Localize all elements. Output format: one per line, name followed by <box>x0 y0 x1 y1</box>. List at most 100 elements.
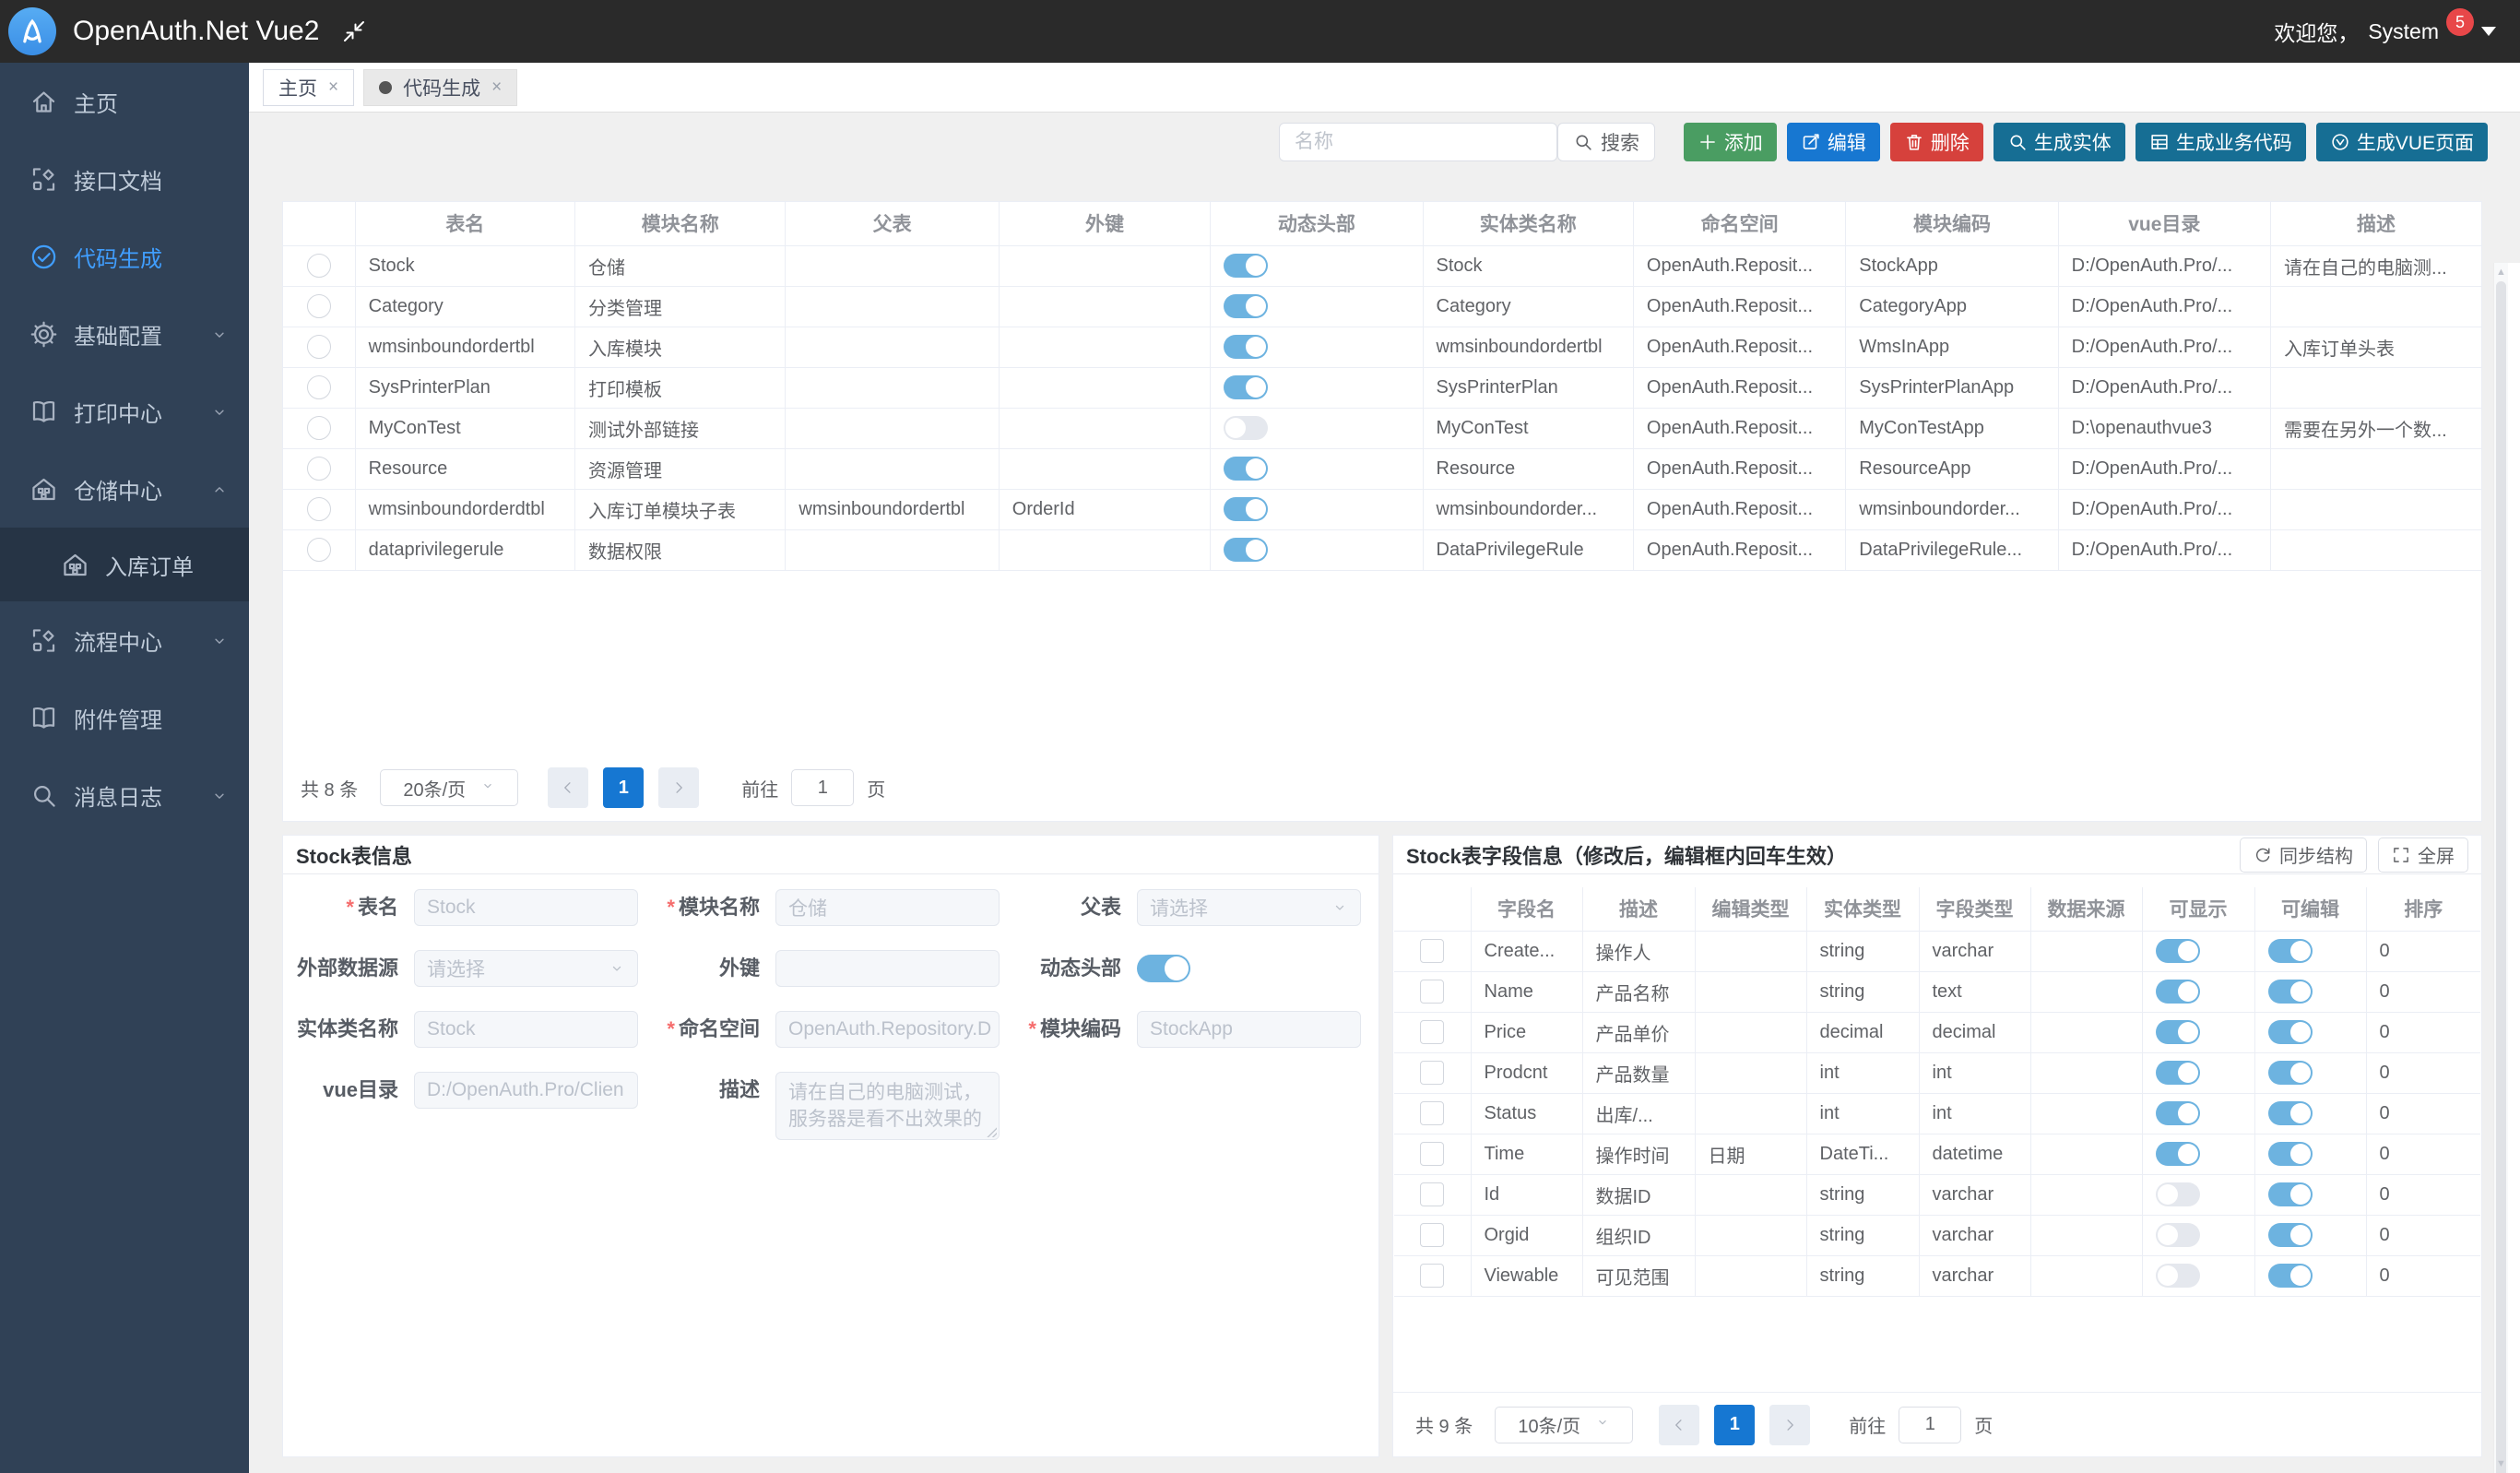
fields-current-page[interactable]: 1 <box>1714 1404 1756 1445</box>
sidebar-item-code-gen[interactable]: 代码生成 <box>0 218 249 295</box>
editable-toggle[interactable] <box>2267 980 2313 1004</box>
tab-home[interactable]: 主页 × <box>263 68 355 106</box>
editable-toggle[interactable] <box>2267 1142 2313 1166</box>
visible-toggle[interactable] <box>2155 1264 2200 1288</box>
page-scrollbar[interactable]: ▲ ▼ <box>2493 263 2508 1473</box>
dynamic_header-toggle[interactable] <box>1224 375 1269 399</box>
visible-toggle[interactable] <box>2155 1061 2200 1085</box>
table-row[interactable]: wmsinboundordertbl 入库模块 wmsinboundordertbl… <box>283 327 2481 368</box>
sidebar-item-api-docs[interactable]: 接口文档 <box>0 140 249 218</box>
table-row[interactable]: wmsinboundorderdtbl 入库订单模块子表 wmsinboundord… <box>283 489 2481 530</box>
dynamic_header-toggle[interactable] <box>1224 416 1269 440</box>
caret-down-icon[interactable] <box>2481 27 2496 43</box>
editable-toggle[interactable] <box>2267 1020 2313 1044</box>
row-radio[interactable] <box>306 254 331 278</box>
form-input[interactable]: Stock <box>414 1011 638 1048</box>
row-radio[interactable] <box>306 538 331 562</box>
notification-badge[interactable]: 5 <box>2446 8 2474 36</box>
scrollbar-thumb[interactable] <box>2496 281 2506 1473</box>
add-button[interactable]: 添加 <box>1683 123 1777 161</box>
dynamic_header-toggle[interactable] <box>1224 335 1269 359</box>
form-input[interactable]: 仓储 <box>775 889 1000 926</box>
row-checkbox[interactable] <box>1420 939 1445 963</box>
row-checkbox[interactable] <box>1420 1061 1445 1085</box>
delete-button[interactable]: 删除 <box>1889 123 1983 161</box>
field-row[interactable]: Id 数据ID string varchar 0 <box>1394 1174 2480 1216</box>
close-icon[interactable]: × <box>491 77 503 97</box>
table-row[interactable]: MyConTest 测试外部链接 MyConTest OpenAuth.Reposit… <box>283 408 2481 449</box>
dynamic_header-toggle[interactable] <box>1224 538 1269 562</box>
dynamic_header-toggle[interactable] <box>1224 457 1269 481</box>
visible-toggle[interactable] <box>2155 1142 2200 1166</box>
fields-next-page-button[interactable] <box>1769 1404 1811 1445</box>
fields-prev-page-button[interactable] <box>1659 1404 1700 1445</box>
form-input[interactable]: D:/OpenAuth.Pro/Clien <box>414 1072 638 1109</box>
fullscreen-button[interactable]: 全屏 <box>2378 837 2468 873</box>
scrollbar-down-arrow-icon[interactable]: ▼ <box>2496 1458 2506 1469</box>
field-row[interactable]: Time 操作时间 日期 DateTi... datetime 0 <box>1394 1134 2480 1175</box>
visible-toggle[interactable] <box>2155 1182 2200 1206</box>
editable-toggle[interactable] <box>2267 1182 2313 1206</box>
dynamic_header-toggle[interactable] <box>1224 254 1269 278</box>
row-checkbox[interactable] <box>1420 1101 1445 1125</box>
visible-toggle[interactable] <box>2155 1223 2200 1247</box>
gen-business-button[interactable]: 生成业务代码 <box>2135 123 2306 161</box>
row-checkbox[interactable] <box>1420 980 1445 1004</box>
field-row[interactable]: Status 出库/... int int 0 <box>1394 1093 2480 1134</box>
row-radio[interactable] <box>306 375 331 399</box>
form-input[interactable]: Stock <box>414 889 638 926</box>
row-checkbox[interactable] <box>1420 1223 1445 1247</box>
search-input[interactable] <box>1279 123 1557 161</box>
sidebar-item-flow-center[interactable]: 流程中心 <box>0 601 249 679</box>
tables-current-page[interactable]: 1 <box>603 767 645 808</box>
visible-toggle[interactable] <box>2155 1101 2200 1125</box>
row-checkbox[interactable] <box>1420 1264 1445 1288</box>
tables-goto-input[interactable] <box>791 769 855 806</box>
field-row[interactable]: Price 产品单价 decimal decimal 0 <box>1394 1012 2480 1053</box>
form-select[interactable]: 请选择 <box>414 950 638 987</box>
editable-toggle[interactable] <box>2267 1264 2313 1288</box>
sidebar-item-base-config[interactable]: 基础配置 <box>0 295 249 373</box>
editable-toggle[interactable] <box>2267 1061 2313 1085</box>
row-checkbox[interactable] <box>1420 1182 1445 1206</box>
editable-toggle[interactable] <box>2267 939 2313 963</box>
row-checkbox[interactable] <box>1420 1020 1445 1044</box>
sidebar-item-print-center[interactable]: 打印中心 <box>0 373 249 450</box>
sync-structure-button[interactable]: 同步结构 <box>2240 837 2367 873</box>
tables-next-page-button[interactable] <box>658 767 700 808</box>
fields-goto-input[interactable] <box>1899 1406 1962 1443</box>
visible-toggle[interactable] <box>2155 939 2200 963</box>
form-select[interactable]: 请选择 <box>1137 889 1361 926</box>
tables-prev-page-button[interactable] <box>548 767 589 808</box>
field-row[interactable]: Name 产品名称 string text 0 <box>1394 971 2480 1013</box>
user-menu[interactable]: 欢迎您， System 5 <box>2274 8 2496 47</box>
row-radio[interactable] <box>306 335 331 359</box>
sidebar-item-warehouse-center[interactable]: 仓储中心 <box>0 450 249 528</box>
form-input[interactable] <box>775 950 1000 987</box>
row-radio[interactable] <box>306 416 331 440</box>
dynamic-header-switch[interactable] <box>1137 955 1190 982</box>
table-row[interactable]: Category 分类管理 Category OpenAuth.Reposit... C… <box>283 286 2481 327</box>
tables-page-size-select[interactable]: 20条/页 <box>380 769 519 806</box>
table-row[interactable]: SysPrinterPlan 打印模板 SysPrinterPlan OpenAuth… <box>283 367 2481 409</box>
search-button[interactable]: 搜索 <box>1557 123 1655 161</box>
editable-toggle[interactable] <box>2267 1223 2313 1247</box>
form-input[interactable]: OpenAuth.Repository.D <box>775 1011 1000 1048</box>
row-radio[interactable] <box>306 294 331 318</box>
field-row[interactable]: Orgid 组织ID string varchar 0 <box>1394 1215 2480 1256</box>
form-input[interactable]: StockApp <box>1137 1011 1361 1048</box>
visible-toggle[interactable] <box>2155 1020 2200 1044</box>
field-row[interactable]: Viewable 可见范围 string varchar 0 <box>1394 1255 2480 1297</box>
form-textarea[interactable]: 请在自己的电脑测试，服务器是看不出效果的 <box>775 1072 1000 1140</box>
edit-button[interactable]: 编辑 <box>1786 123 1880 161</box>
field-row[interactable]: Create... 操作人 string varchar 0 <box>1394 931 2480 972</box>
row-radio[interactable] <box>306 457 331 481</box>
table-row[interactable]: Stock 仓储 Stock OpenAuth.Reposit... StockApp D… <box>283 245 2481 287</box>
dynamic_header-toggle[interactable] <box>1224 497 1269 521</box>
sidebar-item-home[interactable]: 主页 <box>0 63 249 140</box>
dynamic_header-toggle[interactable] <box>1224 294 1269 318</box>
sidebar-item-attachment[interactable]: 附件管理 <box>0 679 249 756</box>
gen-vue-button[interactable]: 生成VUE页面 <box>2315 123 2488 161</box>
sidebar-subitem-inbound-order[interactable]: 入库订单 <box>0 528 249 601</box>
tab-code-gen[interactable]: 代码生成 × <box>363 68 518 106</box>
